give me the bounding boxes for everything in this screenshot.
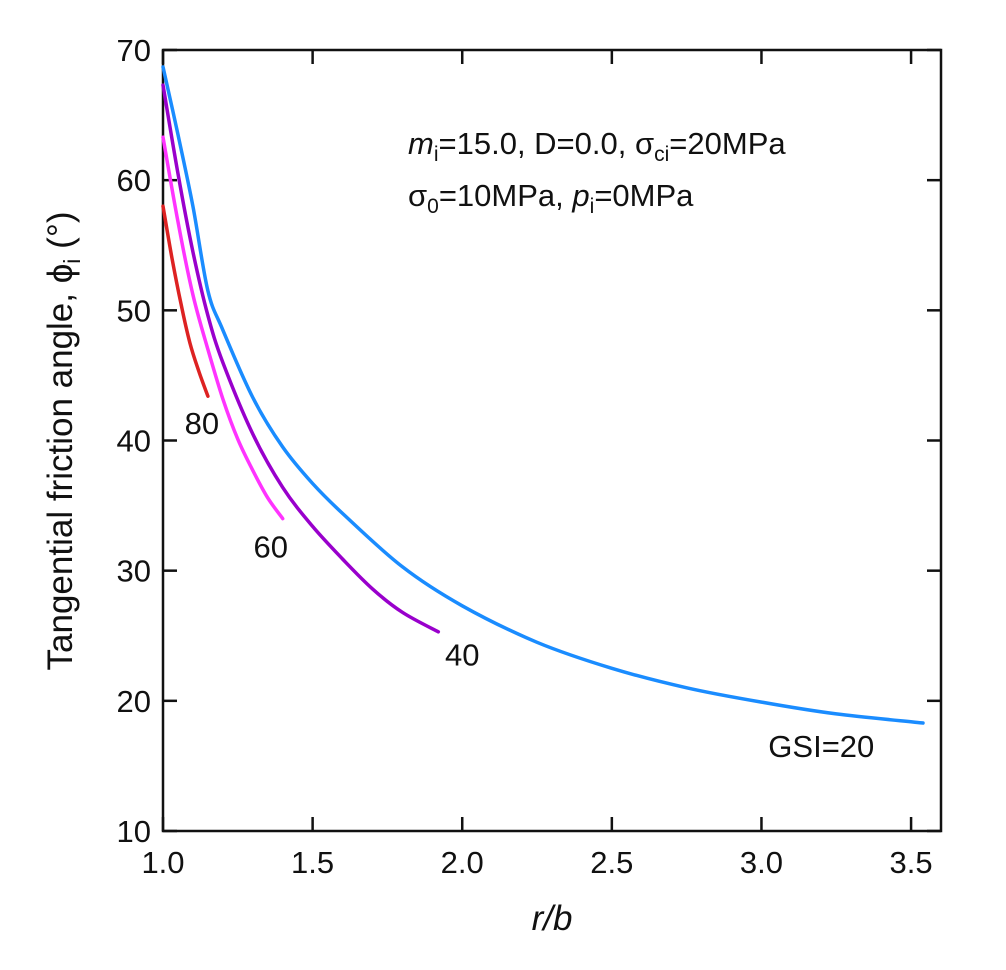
param-line2-rest2: =0MPa — [594, 178, 694, 213]
y-axis-title: Tangential friction angle, ϕi (°) — [41, 212, 85, 671]
series-line-gsi-20 — [161, 65, 925, 725]
params-line-1: mi=15.0, D=0.0, σci=20MPa — [408, 126, 786, 166]
y-tick-label: 20 — [117, 684, 151, 719]
tick-labels: 1.0 1.5 2.0 2.5 3.0 3.5 10 20 30 40 50 60 70 — [117, 33, 933, 880]
y-tick-label: 30 — [117, 554, 151, 589]
x-tick-label: 2.0 — [441, 845, 484, 880]
curve-label: 40 — [445, 638, 479, 673]
param-m-sub: i — [434, 143, 439, 166]
series-line-gsi-60 — [161, 135, 285, 521]
param-sigma-ci-sub: ci — [654, 143, 669, 166]
param-p: p — [571, 178, 589, 213]
y-axis-title-main: Tangential friction angle, — [41, 283, 80, 670]
param-line1-rest1: =15.0, D=0.0, — [439, 126, 635, 161]
x-tick-label: 1.0 — [141, 845, 184, 880]
y-axis-title-unit: (°) — [41, 212, 80, 259]
param-sigma-0: σ — [408, 178, 427, 213]
y-tick-label: 60 — [117, 163, 151, 198]
param-sigma-0-sub: 0 — [427, 195, 439, 218]
curve-label: 80 — [185, 406, 219, 441]
x-axis-title: r/b — [532, 899, 573, 938]
param-p-sub: i — [590, 195, 595, 218]
axis-ticks — [161, 48, 941, 833]
x-tick-label: 3.5 — [890, 845, 933, 880]
params-line-2: σ0=10MPa, pi=0MPa — [408, 178, 694, 218]
series-line-gsi-40 — [161, 83, 441, 634]
y-tick-label: 70 — [117, 33, 151, 68]
curve-label: 60 — [253, 530, 287, 565]
param-line1-rest2: =20MPa — [669, 126, 786, 161]
x-tick-label: 2.5 — [590, 845, 633, 880]
param-sigma-ci: σ — [635, 126, 654, 161]
y-axis-title-symbol: ϕ — [41, 264, 80, 284]
x-tick-label: 1.5 — [291, 845, 334, 880]
y-tick-label: 40 — [117, 424, 151, 459]
y-axis-title-sub: i — [59, 259, 85, 264]
y-tick-label: 10 — [117, 814, 151, 849]
param-m: m — [408, 126, 434, 161]
x-tick-label: 3.0 — [740, 845, 783, 880]
series-line-gsi-80 — [161, 204, 210, 398]
series-labels: 80 60 40 GSI=20 — [185, 406, 875, 764]
y-tick-label: 50 — [117, 293, 151, 328]
param-line2-rest1: =10MPa, — [439, 178, 573, 213]
curve-label: GSI=20 — [768, 729, 874, 764]
series-lines — [161, 65, 925, 725]
